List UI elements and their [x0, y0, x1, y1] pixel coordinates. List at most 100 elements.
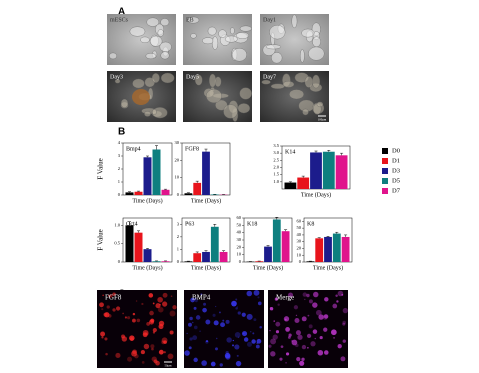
signal: [301, 344, 307, 350]
signal: [193, 357, 198, 363]
signal: [189, 337, 193, 341]
signal: [251, 339, 256, 344]
signal: [246, 341, 252, 347]
signal: [115, 352, 121, 359]
cell-colony: [146, 17, 160, 27]
signal: [149, 310, 154, 316]
signal: [193, 306, 197, 310]
cell-colony: [129, 26, 146, 37]
y-tick-label: 10: [297, 252, 302, 257]
signal: [237, 311, 241, 315]
signal: [225, 319, 230, 324]
bar: [193, 253, 202, 262]
error-bar: [317, 237, 321, 239]
bar: [152, 149, 161, 195]
bar: [264, 246, 272, 262]
y-tick-label: 4: [118, 140, 121, 145]
signal: [170, 295, 173, 297]
signal: [277, 303, 280, 306]
bar: [315, 238, 324, 262]
error-bar: [275, 217, 279, 220]
signal: [222, 319, 225, 322]
signal: [269, 329, 271, 332]
bar: [297, 177, 310, 189]
cell-colony: [140, 36, 150, 43]
signal: [189, 316, 193, 321]
signal: [312, 302, 318, 308]
cell-colony: [291, 14, 298, 29]
signal: [308, 299, 313, 304]
y-tick-label: 20: [237, 244, 242, 249]
chart-title: K14: [285, 149, 295, 155]
cell-colony: [223, 104, 238, 119]
signal: [231, 300, 237, 307]
bar: [125, 192, 134, 195]
error-bar: [195, 180, 199, 183]
signal: [146, 321, 151, 326]
image-label: Day7: [263, 74, 276, 80]
signal: [307, 346, 309, 349]
x-axis-label: Time (Days): [191, 264, 221, 271]
signal: [163, 340, 167, 344]
bar: [332, 233, 341, 262]
error-bar: [213, 224, 217, 227]
signal: [148, 293, 154, 298]
signal: [306, 333, 312, 339]
error-bar: [314, 150, 318, 153]
legend-swatch: [382, 168, 388, 174]
bar: [272, 219, 281, 262]
signal: [236, 306, 239, 308]
image-label: Day1: [263, 17, 276, 23]
legend-swatch: [382, 188, 388, 194]
cell-colony: [302, 108, 309, 116]
cell-colony: [289, 89, 304, 100]
signal: [275, 321, 281, 327]
signal: [163, 351, 166, 354]
signal: [237, 336, 240, 338]
cell-colony: [236, 32, 249, 39]
signal: [200, 293, 203, 296]
signal: [235, 360, 242, 367]
bar: [322, 151, 335, 189]
signal: [294, 317, 300, 324]
bar: [306, 261, 315, 262]
y-tick-label: 50: [237, 222, 242, 227]
chart-title: K8: [307, 221, 314, 227]
signal: [306, 293, 310, 298]
bar: [284, 182, 297, 189]
signal: [195, 315, 201, 320]
signal: [127, 316, 131, 320]
legend-swatch: [382, 158, 388, 164]
legend-label: D5: [392, 177, 400, 184]
signal: [191, 321, 194, 324]
signal: [310, 341, 316, 347]
signal: [252, 332, 255, 335]
x-axis-label: Time (Days): [301, 191, 331, 198]
chart-title: K18: [247, 221, 257, 227]
y-tick-label: 20: [175, 157, 180, 162]
signal: [280, 345, 284, 349]
signal: [215, 347, 218, 351]
signal: [269, 307, 274, 311]
signal: [313, 291, 319, 298]
error-bar: [222, 250, 226, 252]
chart-title: FGF8: [185, 146, 199, 152]
signal: [341, 293, 344, 296]
y-tick-label: 0.5: [114, 241, 120, 246]
error-bar: [335, 231, 339, 234]
cell-colony: [230, 27, 235, 35]
cell-colony: [270, 83, 285, 89]
image-label: Day3: [110, 74, 123, 80]
signal: [190, 297, 195, 303]
scale-bar-label: 50μm: [165, 364, 173, 368]
cell-colony: [159, 41, 172, 52]
error-bar: [204, 250, 208, 252]
cell-colony: [149, 35, 163, 47]
y-tick-label: 1.0: [273, 179, 279, 184]
bar: [335, 155, 348, 189]
y-tick-label: 2.0: [273, 165, 279, 170]
y-tick-label: 30: [237, 237, 242, 242]
signal: [218, 311, 221, 314]
signal: [241, 331, 248, 337]
error-bar: [204, 148, 208, 152]
